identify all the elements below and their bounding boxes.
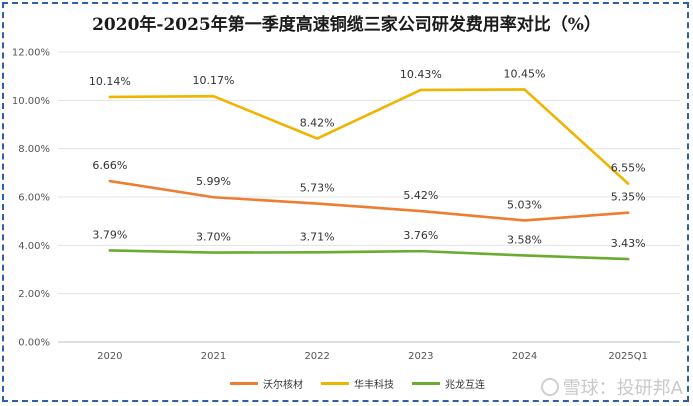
legend-label-0: 沃尔核材 (263, 379, 303, 391)
x-tick-label: 2024 (512, 351, 537, 362)
data-label: 6.66% (92, 159, 127, 172)
watermark: 雪球：投研邦A (540, 374, 683, 400)
chart-title: 2020年-2025年第一季度高速铜缆三家公司研发费用率对比（%） (92, 15, 601, 35)
data-label: 10.14% (89, 75, 131, 88)
watermark-text: 雪球：投研邦A (562, 378, 683, 399)
legend-swatch-1 (321, 381, 349, 385)
y-tick-label: 4.00% (18, 241, 50, 252)
legend-item-1: 华丰科技 (321, 375, 394, 391)
y-tick-label: 2.00% (18, 289, 50, 300)
legend-swatch-0 (230, 381, 258, 385)
x-tick-label: 2025Q1 (608, 351, 648, 362)
snowball-logo-icon (540, 378, 559, 396)
data-label: 6.55% (611, 162, 646, 175)
data-label: 8.42% (300, 117, 335, 130)
y-tick-label: 6.00% (18, 193, 50, 204)
x-tick-label: 2023 (408, 351, 433, 362)
legend-item-0: 沃尔核材 (230, 375, 303, 391)
data-label: 3.43% (611, 237, 646, 250)
data-label: 10.17% (193, 74, 235, 87)
x-tick-label: 2021 (201, 351, 226, 362)
data-label: 5.99% (196, 175, 231, 188)
legend-item-2: 兆龙互连 (412, 375, 485, 391)
data-label: 5.73% (300, 182, 335, 195)
data-label: 10.43% (400, 68, 442, 81)
data-label: 3.76% (403, 229, 438, 242)
data-label: 3.70% (196, 231, 231, 244)
legend-label-2: 兆龙互连 (445, 379, 485, 391)
data-label: 5.35% (611, 191, 646, 204)
y-tick-label: 10.00% (12, 96, 50, 107)
y-tick-label: 0.00% (18, 338, 50, 349)
series-line-0 (108, 179, 630, 222)
y-tick-label: 8.00% (18, 144, 50, 155)
data-label: 10.45% (504, 67, 546, 80)
series-line-2 (108, 249, 630, 261)
data-label: 3.71% (300, 230, 335, 243)
legend: 沃尔核材 华丰科技 兆龙互连 (230, 375, 485, 391)
x-tick-label: 2022 (304, 351, 329, 362)
y-tick-label: 12.00% (12, 48, 50, 59)
data-label: 5.03% (507, 198, 542, 211)
legend-label-1: 华丰科技 (354, 379, 394, 391)
chart-frame (2, 2, 689, 402)
data-label: 5.42% (403, 189, 438, 202)
data-label: 3.58% (507, 233, 542, 246)
data-label: 3.79% (92, 228, 127, 241)
legend-swatch-2 (412, 381, 440, 385)
x-tick-label: 2020 (97, 351, 122, 362)
series-line-1 (108, 88, 630, 186)
